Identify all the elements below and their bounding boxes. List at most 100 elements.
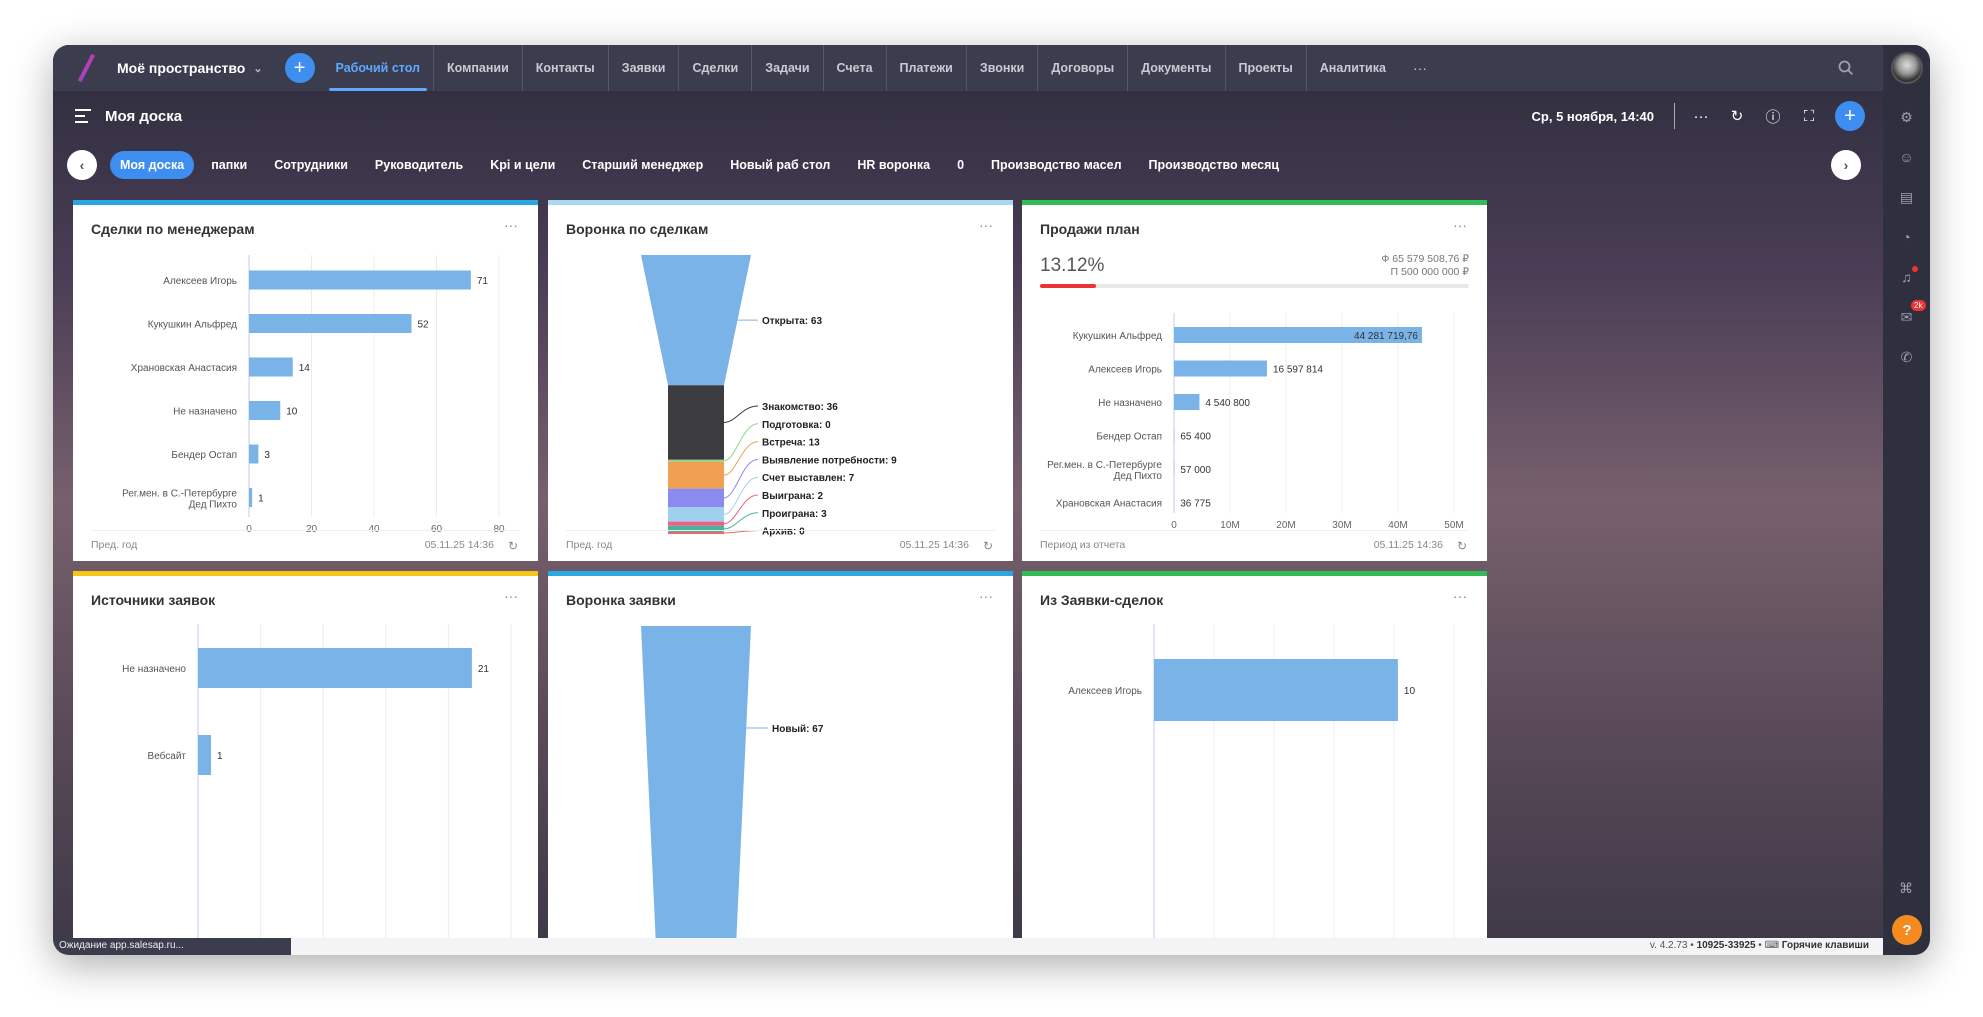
funnel-label: Счет выставлен: 7 [762,473,855,484]
fullscreen-icon[interactable]: ⛶ [1803,107,1815,125]
more-icon[interactable]: ··· [1693,107,1709,125]
board-tab[interactable]: HR воронка [857,158,931,172]
avatar[interactable] [1890,52,1923,84]
add-widget-button[interactable]: + [1835,101,1865,131]
bar[interactable] [249,444,259,464]
funnel-segment[interactable] [668,532,724,534]
nav-tab[interactable]: Счета [822,45,886,91]
nav-tab[interactable]: Договоры [1037,45,1127,91]
more-icon[interactable]: ··· [979,217,993,233]
refresh-icon[interactable]: ↻ [1730,108,1744,125]
board-tab[interactable]: папки [211,158,248,172]
deals-bar-chart: 0 20 40 60 80 Алексеев Игорь 71 Кукушкин Альфре… [122,255,505,535]
board-tab[interactable]: Руководитель [374,158,464,172]
bar[interactable] [249,314,412,333]
funnel-segment[interactable] [668,461,724,489]
hotkeys-link[interactable]: Горячие клавиши [1781,940,1869,951]
nav-tab[interactable]: Звонки [965,45,1037,91]
bar[interactable] [249,270,471,290]
nav-tab[interactable]: Платежи [885,45,966,91]
lead-funnel-chart: Новый: 67 [641,626,824,941]
board-tab[interactable]: Новый раб стол [730,158,831,172]
bar[interactable] [249,357,293,377]
lead-sources-chart: Не назначено 21 Вебсайт 1 [122,624,512,941]
deals-funnel-chart: Открыта: 63 Знакомство: 36 Подготовка: 0 Вс… [641,255,897,538]
tick-label: 0 [246,524,252,535]
refresh-icon[interactable]: ↻ [1456,539,1467,553]
tick-label: 20 [306,524,318,535]
search-icon[interactable] [1837,59,1855,77]
nav-tab[interactable]: Документы [1127,45,1224,91]
users-icon[interactable]: ☺ [1899,149,1914,165]
board-tab[interactable]: Сотрудники [274,158,348,172]
loading-status: Ожидание app.salesap.ru... [53,938,291,955]
nav-tab[interactable]: Заявки [607,45,679,91]
category-label: Кукушкин Альфред [1073,330,1162,342]
more-icon[interactable]: ··· [1453,217,1467,233]
more-icon[interactable]: ··· [1453,588,1467,604]
bar[interactable] [1174,394,1200,410]
chat-icon[interactable]: ◔ [1902,229,1911,245]
board-tab[interactable]: Моя доска [110,151,195,179]
help-button[interactable]: ? [1892,915,1922,945]
bar[interactable] [1174,360,1267,377]
nav-tab[interactable]: Проекты [1224,45,1306,91]
board-tab[interactable]: Старший менеджер [582,158,704,172]
settings-icon[interactable]: ⚙ [1900,108,1913,125]
tick-label: 40 [368,524,380,535]
funnel-segment[interactable] [668,507,724,522]
funnel-segment[interactable] [641,626,751,941]
refresh-icon[interactable]: ↻ [982,539,993,553]
notes-icon[interactable]: ▤ [1899,188,1914,205]
funnel-label: Встреча: 13 [762,438,820,449]
leader-line [723,476,759,515]
funnel-segment[interactable] [641,255,751,386]
bar[interactable] [1154,659,1398,721]
funnel-segment[interactable] [668,488,724,508]
funnel-segment[interactable] [668,525,724,532]
card-title: Продажи план [1040,221,1140,237]
funnel-label: Выиграна: 2 [762,491,823,502]
workspace-switcher[interactable]: Моё пространство ⌄ [117,60,263,76]
logo-icon[interactable] [77,54,95,82]
nav-tab[interactable]: Аналитика [1305,45,1399,91]
bar[interactable] [249,401,281,420]
value-label: 36 775 [1180,499,1211,510]
menu-icon[interactable] [75,109,91,123]
bar[interactable] [249,488,253,507]
info-icon[interactable]: ⓘ [1765,108,1781,126]
category-label: Рег.мен. в С.-Петербурге Дед Пихто [1047,459,1162,482]
more-icon[interactable]: ··· [504,217,518,233]
funnel-segment[interactable] [668,459,724,462]
add-button[interactable]: + [284,53,315,83]
tick-label: 0 [1171,520,1177,531]
board-tab[interactable]: 0 [957,158,965,172]
tick-label: 30M [1332,520,1351,531]
chevron-left-icon[interactable]: ‹ [67,150,97,180]
notifications-icon[interactable]: ♫ [1898,266,1918,286]
card-title: Сделки по менеджерам [91,221,255,237]
funnel-label: Архив: 0 [762,527,805,538]
nav-tab[interactable]: Компании [433,45,522,91]
more-icon[interactable]: ··· [504,588,518,604]
chevron-right-icon[interactable]: › [1831,150,1861,180]
apps-icon[interactable]: ⌘ [1899,880,1913,896]
funnel-label: Подготовка: 0 [762,420,831,431]
board-tab[interactable]: Производство масел [991,158,1122,172]
nav-tab[interactable]: Рабочий стол [323,45,433,91]
bar[interactable] [198,735,212,775]
funnel-segment[interactable] [668,385,724,460]
mail-icon[interactable]: ✉ 2k [1898,300,1926,326]
funnel-segment[interactable] [668,521,724,526]
nav-tab[interactable]: Сделки [678,45,751,91]
board-tab[interactable]: Kpi и цели [490,158,556,172]
nav-more-button[interactable]: ··· [1412,60,1427,76]
nav-tab[interactable]: Задачи [751,45,822,91]
bar[interactable] [198,648,472,688]
more-icon[interactable]: ··· [979,588,993,604]
board-tab[interactable]: Производство месяц [1148,158,1280,172]
bar[interactable] [1174,327,1422,343]
nav-tab[interactable]: Контакты [521,45,608,91]
phone-icon[interactable]: ✆ [1900,348,1913,365]
refresh-icon[interactable]: ↻ [507,539,518,553]
